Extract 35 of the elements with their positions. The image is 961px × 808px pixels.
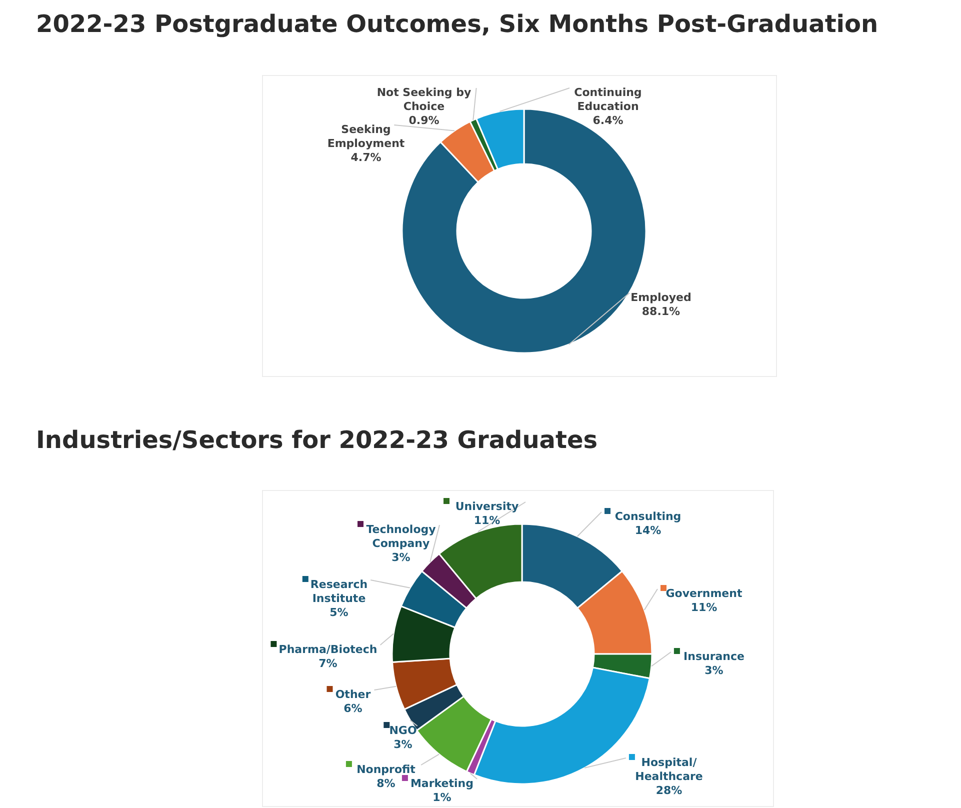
donut-slice [440,120,496,183]
slice-label: Seeking Employment [327,123,405,150]
legend-label: Government [666,587,742,600]
legend-label: University [455,500,519,513]
legend-label: Insurance [684,650,744,663]
legend-label: Hospital/ Healthcare [635,756,703,783]
data-label: 28% [656,784,682,797]
slice-label: Not Seeking by Choice [376,86,472,113]
data-label: 3% [392,551,410,564]
legend-label: Consulting [614,510,682,523]
data-label: 3% [394,738,412,751]
legend-label: Pharma/Biotech [278,643,378,656]
legend-label: Nonprofit [356,763,416,776]
legend-label: Marketing [410,777,474,790]
data-label: 6% [344,702,362,715]
data-label: 1% [432,791,452,804]
data-label: 0.9% [408,114,440,127]
slice-label: Employed [630,291,692,304]
data-label: 8% [376,777,396,790]
data-label: 4.7% [350,151,382,164]
data-label: 7% [318,657,338,670]
data-label: 6.4% [592,114,624,127]
data-label: 3% [704,664,724,677]
data-label: 14% [634,524,662,537]
data-label: 5% [330,606,348,619]
slice-label: Continuing Education [574,86,642,113]
data-label: 11% [690,601,718,614]
data-label: 11% [474,514,500,527]
legend-label: Other [335,688,372,701]
chart-title: Industries/Sectors for 2022-23 Graduates [36,426,598,454]
legend-label: NGO [389,724,417,737]
legend-label: Research Institute [310,578,368,605]
data-label: 88.1% [642,305,680,318]
legend-label: Technology Company [366,523,436,550]
chart-title: 2022-23 Postgraduate Outcomes, Six Months Post-Graduation [36,10,878,38]
